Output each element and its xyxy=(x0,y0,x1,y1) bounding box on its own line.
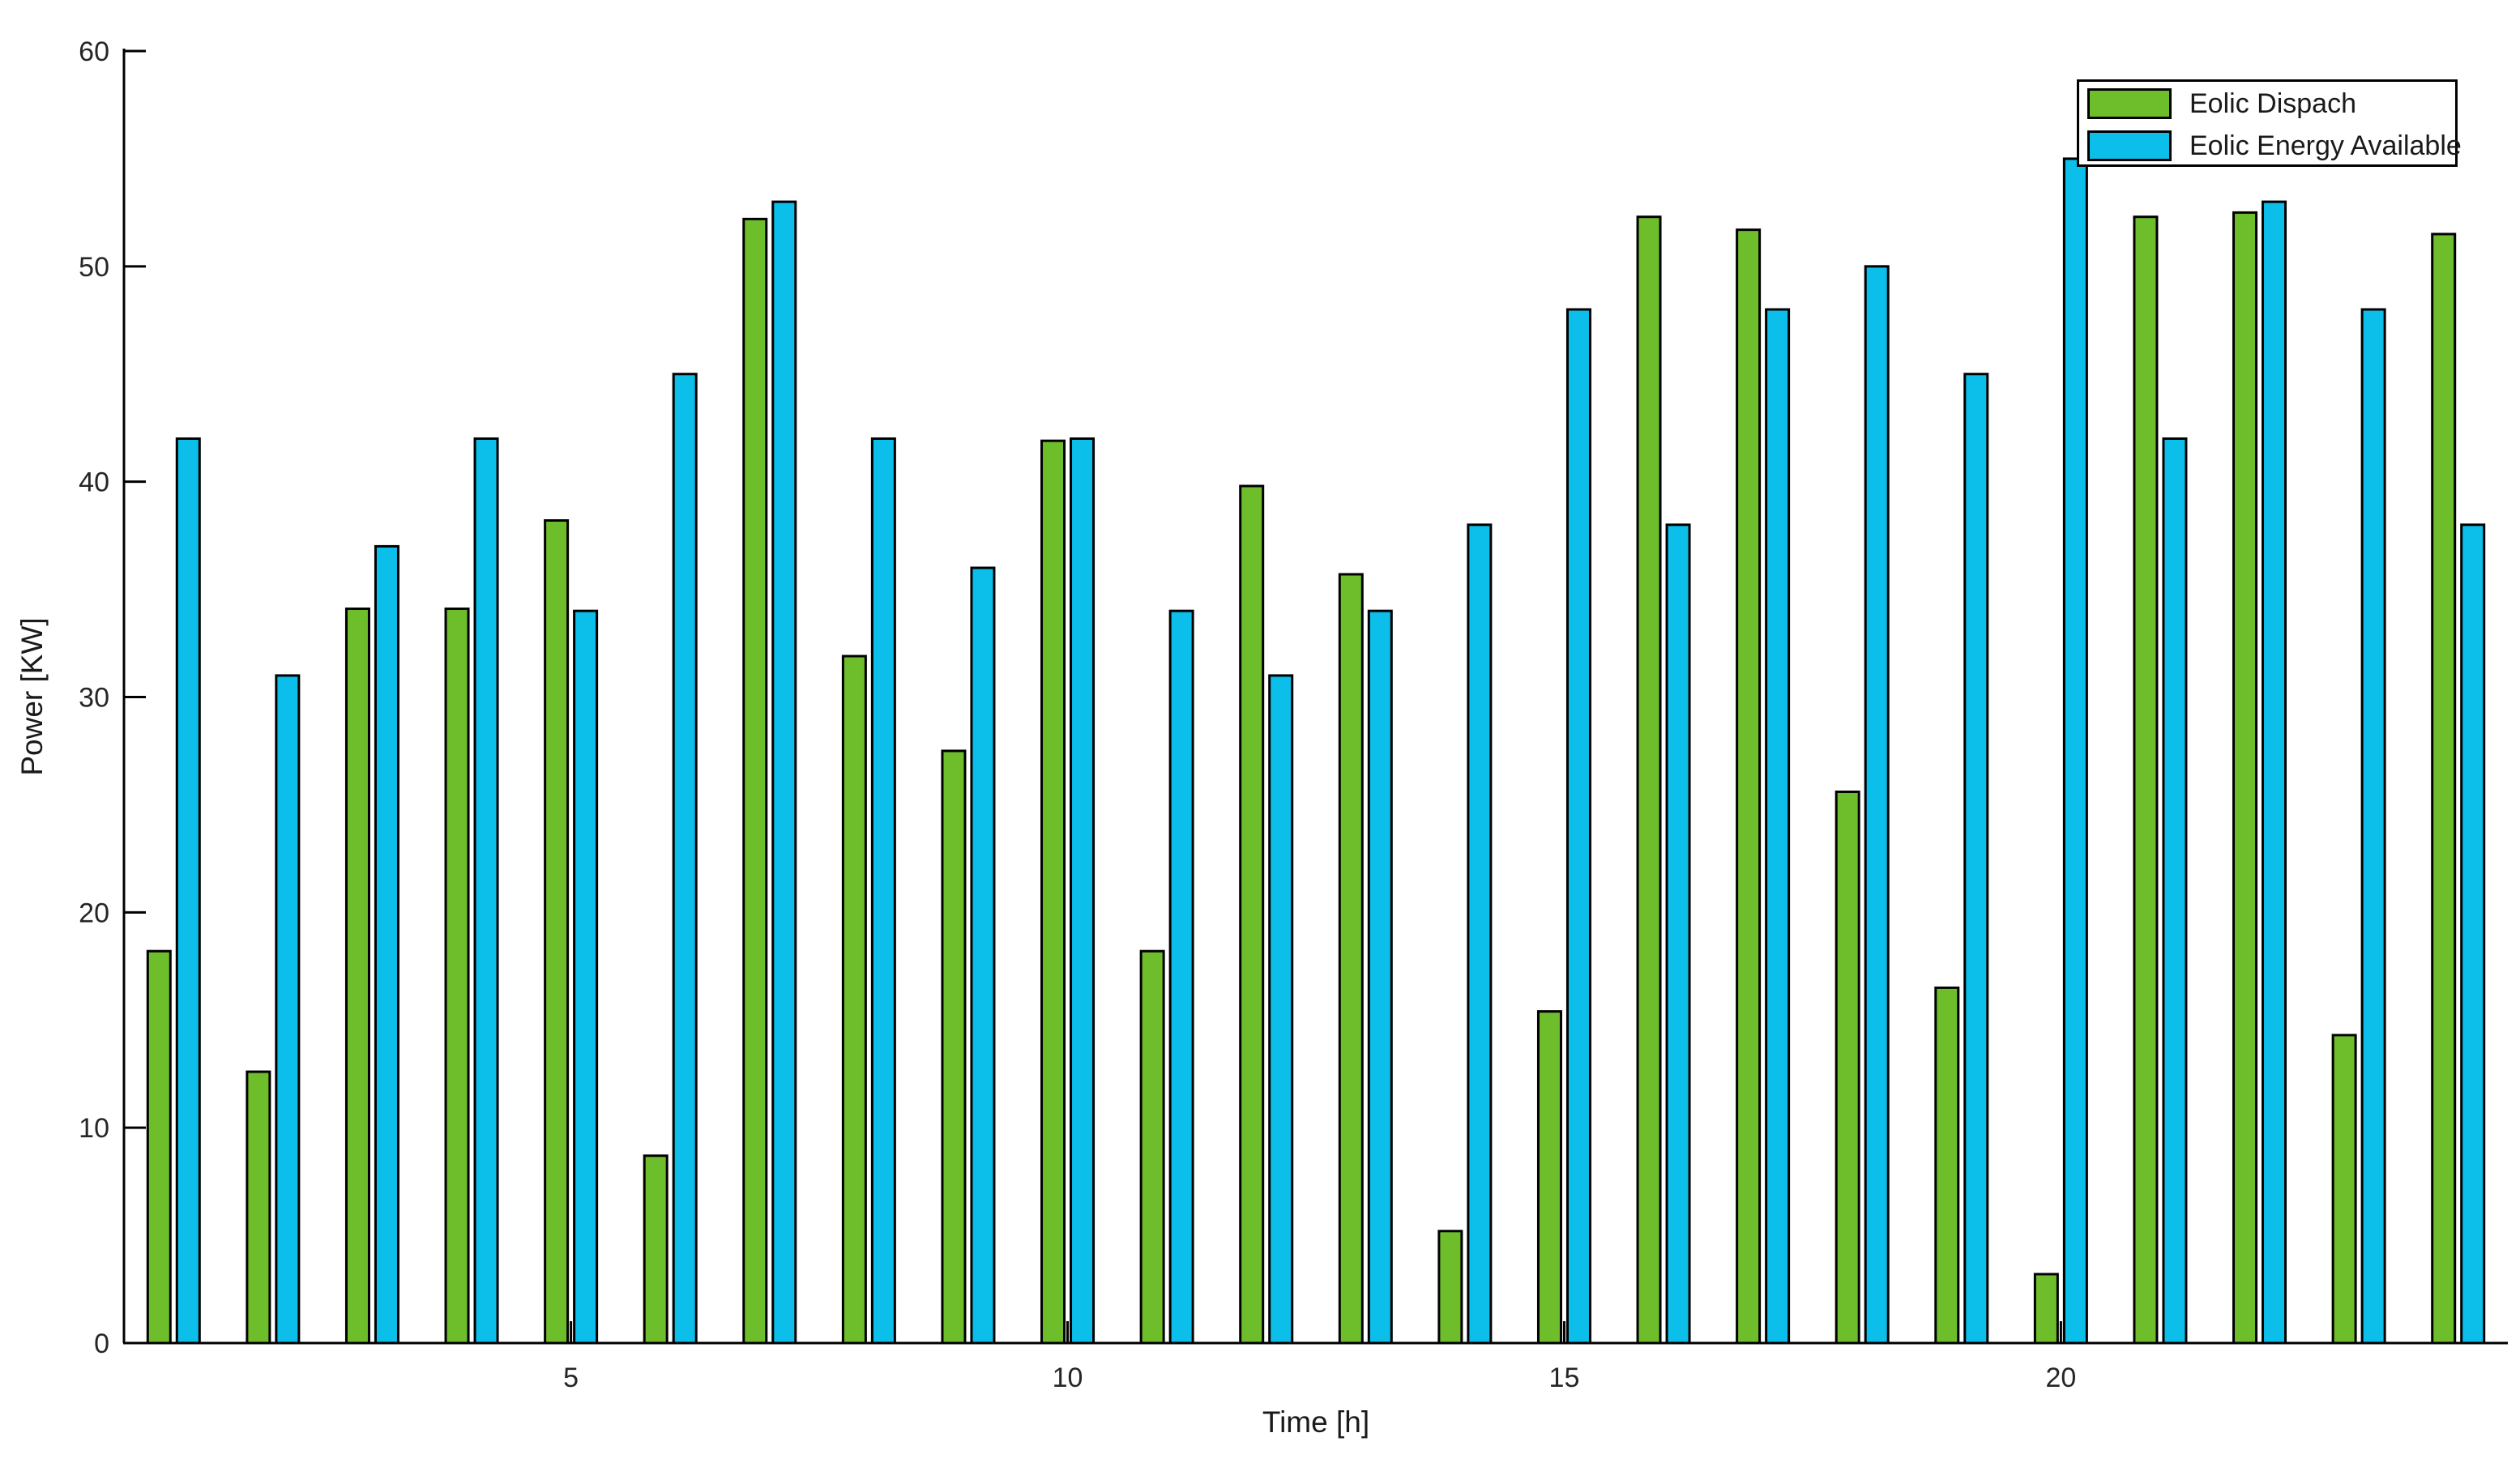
bar-available-h8 xyxy=(870,437,896,1345)
y-tick-label: 40 xyxy=(79,467,109,498)
bar-dispatch-h23 xyxy=(2331,1034,2357,1345)
bar-dispatch-h5 xyxy=(544,519,570,1345)
y-tick-label: 0 xyxy=(94,1328,109,1359)
bar-available-h19 xyxy=(1963,373,1989,1345)
legend: Eolic Dispach Eolic Energy Available xyxy=(2077,79,2462,167)
bar-dispatch-h3 xyxy=(344,608,370,1345)
bar-dispatch-h12 xyxy=(1239,484,1265,1345)
bar-available-h4 xyxy=(473,437,499,1345)
bar-dispatch-h9 xyxy=(941,749,967,1345)
y-tick-label: 20 xyxy=(79,898,109,928)
legend-label: Eolic Energy Available xyxy=(2189,130,2462,161)
bar-dispatch-h8 xyxy=(841,655,867,1345)
bar-dispatch-h21 xyxy=(2133,215,2159,1345)
legend-item-dispatch: Eolic Dispach xyxy=(2087,83,2455,124)
bar-available-h16 xyxy=(1665,523,1691,1345)
bar-available-h5 xyxy=(573,609,599,1345)
bar-dispatch-h15 xyxy=(1536,1010,1562,1345)
y-tick-label: 10 xyxy=(79,1113,109,1144)
bar-dispatch-h20 xyxy=(2033,1273,2059,1345)
bar-available-h21 xyxy=(2162,437,2188,1345)
bar-available-h14 xyxy=(1467,523,1493,1345)
bar-available-h13 xyxy=(1367,609,1393,1345)
bar-dispatch-h22 xyxy=(2232,211,2258,1345)
bar-dispatch-h4 xyxy=(444,608,470,1345)
bar-available-h24 xyxy=(2460,523,2486,1345)
x-axis-label: Time [h] xyxy=(1262,1405,1369,1439)
bar-available-h11 xyxy=(1168,609,1194,1345)
bar-dispatch-h16 xyxy=(1636,215,1662,1345)
bar-available-h10 xyxy=(1070,437,1096,1345)
bar-available-h9 xyxy=(970,566,996,1345)
y-axis-label: Power [KW] xyxy=(15,617,49,775)
axes-group: 0 10 20 30 40 50 60 5 10 15 20 xyxy=(79,36,2508,1393)
legend-swatch-available xyxy=(2087,130,2172,161)
x-tick-label: 10 xyxy=(1053,1362,1083,1393)
bar-available-h22 xyxy=(2262,200,2287,1345)
bar-available-h6 xyxy=(672,373,698,1345)
bar-available-h3 xyxy=(374,544,399,1345)
bar-available-h20 xyxy=(2062,157,2088,1345)
bar-available-h12 xyxy=(1268,674,1294,1345)
bars-group xyxy=(146,157,2486,1345)
x-tick-label: 15 xyxy=(1549,1362,1580,1393)
bar-dispatch-h18 xyxy=(1834,790,1860,1345)
bar-dispatch-h19 xyxy=(1934,986,1960,1345)
legend-item-available: Eolic Energy Available xyxy=(2087,126,2462,166)
legend-swatch-dispatch xyxy=(2087,88,2172,119)
bar-available-h15 xyxy=(1565,308,1591,1345)
y-tick-label: 50 xyxy=(79,252,109,283)
y-tick-label: 60 xyxy=(79,36,109,67)
bar-dispatch-h10 xyxy=(1040,439,1066,1345)
bar-available-h18 xyxy=(1864,265,1890,1345)
bar-dispatch-h13 xyxy=(1338,573,1364,1345)
x-tick-label: 20 xyxy=(2045,1362,2076,1393)
y-tick-label: 30 xyxy=(79,683,109,714)
bar-available-h17 xyxy=(1765,308,1791,1345)
bar-dispatch-h17 xyxy=(1736,228,1762,1345)
bar-dispatch-h1 xyxy=(146,949,172,1345)
bar-dispatch-h24 xyxy=(2431,232,2457,1345)
bar-dispatch-h2 xyxy=(246,1070,271,1345)
bar-dispatch-h11 xyxy=(1139,949,1165,1345)
bar-available-h2 xyxy=(275,674,301,1345)
bar-available-h23 xyxy=(2360,308,2386,1345)
bar-dispatch-h7 xyxy=(742,217,768,1345)
bar-dispatch-h6 xyxy=(643,1154,668,1345)
x-tick-label: 5 xyxy=(563,1362,579,1393)
bar-dispatch-h14 xyxy=(1437,1230,1463,1345)
bar-available-h7 xyxy=(771,200,797,1345)
bar-available-h1 xyxy=(175,437,201,1345)
legend-label: Eolic Dispach xyxy=(2189,87,2356,119)
